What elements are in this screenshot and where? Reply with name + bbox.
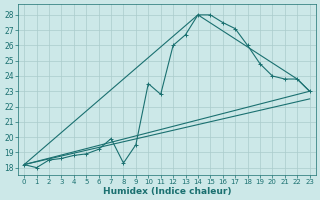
X-axis label: Humidex (Indice chaleur): Humidex (Indice chaleur) [103,187,231,196]
